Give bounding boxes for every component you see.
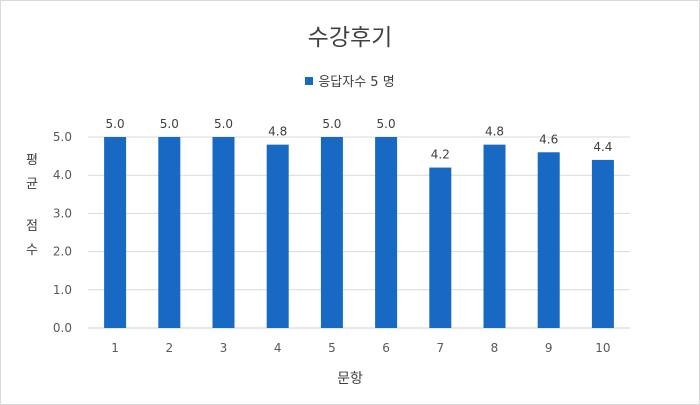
- bar: [104, 137, 127, 328]
- x-tick-label: 5: [328, 341, 336, 355]
- data-label: 4.2: [431, 148, 450, 162]
- bar: [212, 137, 235, 328]
- data-label: 4.4: [593, 140, 612, 154]
- data-label: 5.0: [160, 117, 179, 131]
- legend-swatch: [305, 76, 314, 85]
- x-tick-label: 7: [436, 341, 444, 355]
- x-axis-label: 문항: [337, 371, 363, 387]
- data-label: 4.8: [268, 125, 287, 139]
- bar: [429, 167, 452, 328]
- x-tick-label: 1: [111, 341, 119, 355]
- bar: [320, 137, 343, 328]
- bar: [266, 144, 289, 328]
- y-tick-label: 1.0: [53, 283, 72, 297]
- bar: [375, 137, 398, 328]
- y-axis-label-char: 점: [26, 219, 38, 234]
- chart-title: 수강후기: [307, 25, 393, 51]
- x-tick-label: 9: [545, 341, 553, 355]
- bar: [591, 159, 614, 328]
- x-tick-label: 10: [595, 341, 610, 355]
- data-label: 4.8: [485, 125, 504, 139]
- bar: [537, 152, 560, 328]
- data-label: 5.0: [214, 117, 233, 131]
- x-tick-label: 4: [274, 341, 282, 355]
- y-axis-label-char: 평: [26, 153, 38, 168]
- bar: [483, 144, 506, 328]
- y-tick-label: 5.0: [53, 130, 72, 144]
- x-tick-label: 8: [491, 341, 499, 355]
- data-label: 5.0: [106, 117, 125, 131]
- data-label: 5.0: [377, 117, 396, 131]
- y-tick-label: 0.0: [53, 321, 72, 335]
- data-label: 4.6: [539, 132, 558, 146]
- x-tick-label: 3: [220, 341, 228, 355]
- y-tick-label: 3.0: [53, 206, 72, 220]
- x-tick-label: 6: [382, 341, 390, 355]
- y-tick-label: 4.0: [53, 168, 72, 182]
- legend: 응답자수 5 명: [0, 71, 700, 90]
- bar: [158, 137, 181, 328]
- y-tick-label: 2.0: [53, 245, 72, 259]
- x-tick-label: 2: [165, 341, 173, 355]
- y-axis-label-char: 수: [26, 243, 38, 258]
- legend-label: 응답자수 5 명: [318, 75, 395, 90]
- data-label: 5.0: [322, 117, 341, 131]
- y-axis-label-char: 균: [26, 177, 38, 192]
